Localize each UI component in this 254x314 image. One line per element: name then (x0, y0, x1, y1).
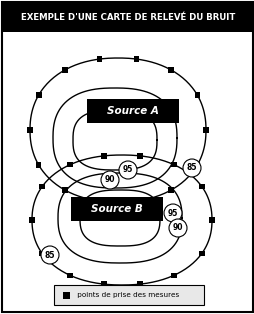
Bar (171, 273, 176, 278)
Bar (29, 217, 35, 223)
Circle shape (119, 161, 136, 179)
Bar (194, 92, 199, 98)
Text: EXEMPLE D'UNE CARTE DE RELEVÉ DU BRUIT: EXEMPLE D'UNE CARTE DE RELEVÉ DU BRUIT (21, 13, 234, 21)
Text: Source A: Source A (107, 106, 158, 116)
Bar (62, 187, 68, 193)
Bar (194, 162, 199, 168)
Text: points de prise des mesures: points de prise des mesures (75, 293, 179, 299)
Circle shape (163, 204, 181, 222)
Bar (202, 127, 208, 133)
Bar (136, 281, 142, 287)
Text: 95: 95 (122, 165, 133, 175)
Bar (101, 281, 106, 287)
FancyBboxPatch shape (87, 99, 178, 123)
Circle shape (168, 219, 186, 237)
Bar (171, 162, 176, 167)
Bar (209, 217, 214, 223)
Text: 95: 95 (167, 208, 178, 218)
Bar (133, 198, 138, 204)
Text: 85: 85 (186, 164, 197, 172)
Bar (198, 251, 204, 256)
Bar (133, 56, 138, 62)
Bar (101, 153, 106, 159)
Text: 85: 85 (44, 251, 55, 259)
Bar (36, 162, 41, 168)
Bar (27, 127, 33, 133)
Bar (63, 292, 70, 299)
Bar (62, 67, 67, 73)
Bar (67, 273, 72, 278)
Circle shape (182, 159, 200, 177)
Bar (168, 67, 173, 73)
Text: 90: 90 (104, 176, 115, 185)
Bar (168, 187, 173, 193)
Circle shape (101, 171, 119, 189)
Bar (198, 184, 204, 189)
FancyBboxPatch shape (54, 285, 203, 305)
Bar (97, 198, 102, 204)
Bar (36, 92, 41, 98)
FancyBboxPatch shape (71, 197, 162, 221)
Text: 90: 90 (172, 224, 183, 232)
Bar (136, 153, 142, 159)
Bar (2, 2, 252, 32)
Bar (39, 184, 45, 189)
Text: Source B: Source B (91, 204, 142, 214)
Bar (97, 56, 102, 62)
Circle shape (41, 246, 59, 264)
Bar (39, 251, 45, 256)
Bar (67, 162, 72, 167)
